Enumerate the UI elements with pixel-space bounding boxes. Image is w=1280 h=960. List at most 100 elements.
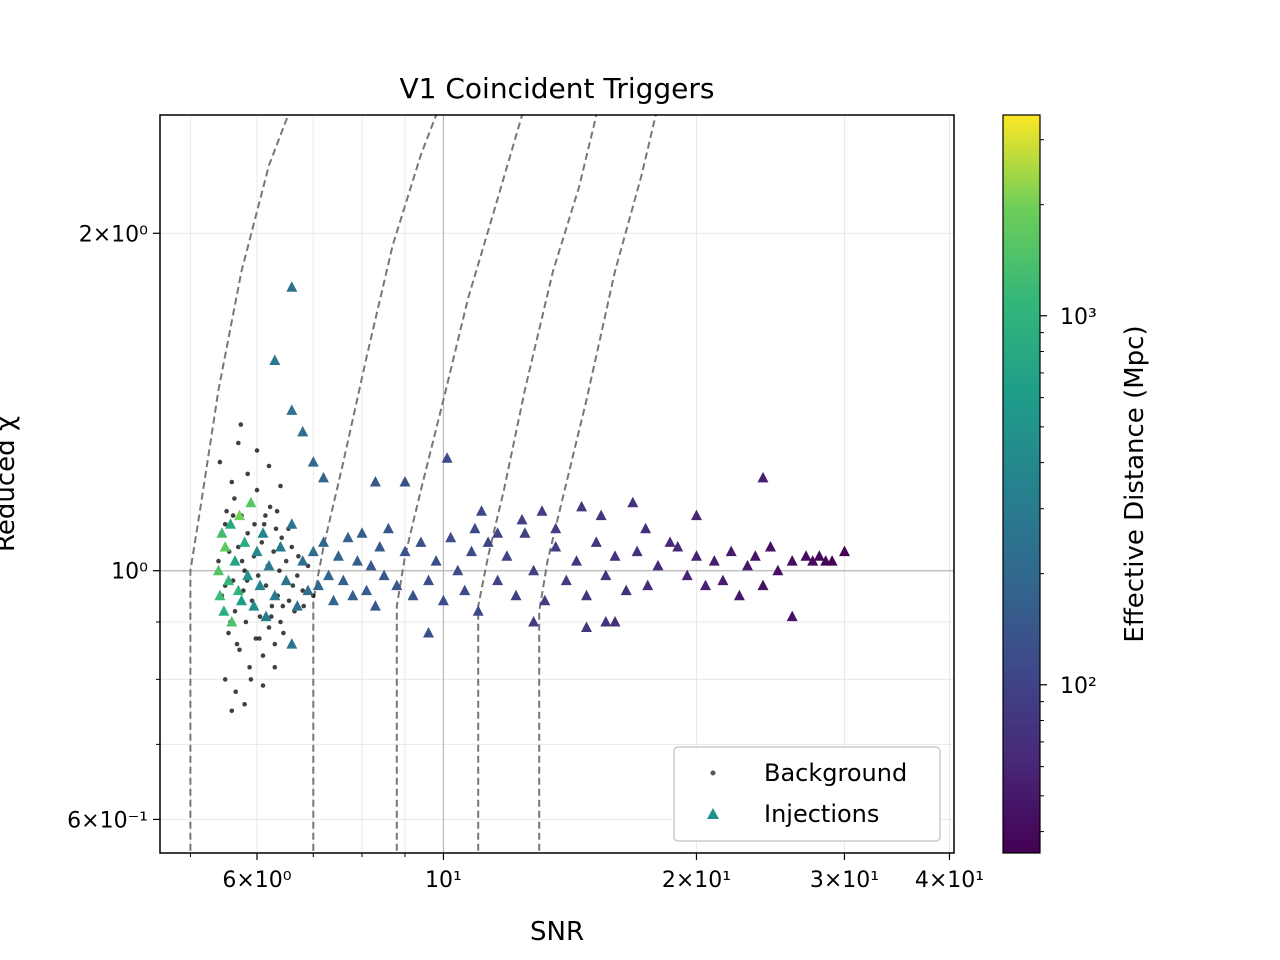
- background-point: [260, 683, 266, 688]
- injection-point: [219, 541, 231, 552]
- colorbar-tick-label: 10²: [1060, 674, 1097, 699]
- x-tick-label: 10¹: [425, 868, 462, 893]
- background-point: [278, 619, 283, 625]
- background-point: [234, 641, 240, 647]
- injection-point: [576, 500, 588, 512]
- injection-point: [742, 559, 753, 571]
- background-point: [280, 603, 286, 609]
- injection-point: [399, 476, 411, 487]
- threshold-curve: [477, 115, 598, 853]
- injection-point: [482, 536, 494, 547]
- injection-point: [528, 564, 540, 576]
- y-tick-label: 10⁰: [111, 560, 148, 585]
- injection-point: [765, 541, 776, 552]
- injection-point: [391, 579, 403, 591]
- injection-point: [476, 505, 487, 516]
- background-point: [216, 558, 221, 564]
- colorbar-ticks: 10² 10³: [1040, 139, 1097, 833]
- background-point: [222, 522, 228, 527]
- background-point: [253, 636, 259, 641]
- injection-point: [318, 471, 329, 483]
- background-point: [271, 549, 276, 554]
- background-point: [230, 513, 236, 518]
- injection-point: [708, 555, 720, 566]
- injection-point: [260, 610, 272, 622]
- injection-point: [691, 509, 702, 521]
- injection-point: [297, 555, 309, 566]
- injection-point: [681, 569, 693, 581]
- injection-point: [640, 522, 652, 534]
- injection-point: [452, 564, 464, 576]
- colorbar-gradient: [1002, 114, 1041, 854]
- threshold-curve: [312, 115, 438, 853]
- injection-point: [251, 545, 263, 557]
- legend-box: [673, 746, 941, 842]
- injection-point: [226, 616, 238, 627]
- injection-point: [725, 545, 737, 557]
- y-axis-ticks: 6×10⁻¹ 10⁰ 2×10⁰: [67, 222, 160, 833]
- injection-point: [286, 638, 298, 649]
- background-point: [247, 665, 252, 670]
- background-point: [242, 568, 247, 573]
- injection-point: [528, 616, 540, 627]
- background-point: [229, 708, 235, 714]
- injection-point: [399, 545, 411, 557]
- injection-point: [627, 496, 639, 508]
- x-axis-label: SNR: [530, 917, 584, 947]
- background-point: [239, 558, 245, 564]
- legend-background-marker: [710, 770, 716, 776]
- injection-point: [826, 555, 838, 566]
- injection-point: [772, 564, 784, 576]
- background-point: [241, 588, 246, 593]
- injection-point: [600, 569, 612, 581]
- injection-point: [620, 584, 632, 596]
- injection-point: [423, 627, 434, 638]
- injection-point: [223, 574, 234, 586]
- background-point: [242, 702, 247, 707]
- injection-point: [441, 452, 453, 463]
- background-point: [267, 504, 273, 510]
- injection-point: [536, 505, 548, 516]
- injection-point: [595, 509, 607, 521]
- threshold-curve: [189, 115, 290, 853]
- injection-point: [469, 522, 481, 534]
- background-point: [300, 588, 306, 593]
- background-point: [248, 677, 254, 682]
- injection-point: [800, 550, 812, 561]
- background-point: [254, 487, 260, 493]
- background-point: [277, 568, 282, 573]
- background-point: [261, 522, 267, 527]
- injection-point: [691, 550, 702, 561]
- injection-point: [590, 536, 602, 547]
- background-point: [217, 459, 223, 465]
- injection-point: [291, 600, 303, 611]
- colorbar-tick-label: 10³: [1060, 305, 1097, 330]
- injection-point: [519, 527, 531, 538]
- injection-point: [374, 541, 386, 552]
- chart-title: V1 Coincident Triggers: [399, 72, 714, 105]
- injection-point: [642, 579, 654, 591]
- legend-injections-marker: [707, 808, 719, 819]
- y-tick-label: 2×10⁰: [79, 222, 148, 247]
- injection-point: [581, 621, 592, 632]
- injection-point: [232, 584, 244, 596]
- x-tick-label: 6×10⁰: [222, 868, 291, 893]
- colorbar: 10² 10³ Effective Distance (Mpc): [1002, 114, 1150, 854]
- background-point: [233, 689, 238, 694]
- background-point: [224, 508, 229, 514]
- y-axis-label: Reduced χ: [0, 416, 21, 552]
- injection-point: [239, 536, 251, 547]
- background-point: [252, 522, 257, 527]
- injection-point: [218, 605, 230, 616]
- background-point: [245, 531, 250, 536]
- injection-point: [407, 589, 419, 601]
- injection-point: [286, 281, 298, 292]
- reference-lines: [160, 115, 954, 853]
- injection-point: [302, 584, 314, 596]
- injection-point: [318, 536, 329, 547]
- x-axis-ticks: 6×10⁰ 10¹ 2×10¹ 3×10¹ 4×10¹: [189, 853, 984, 893]
- injection-point: [382, 522, 394, 534]
- injection-point: [757, 471, 769, 483]
- injection-point: [269, 589, 281, 601]
